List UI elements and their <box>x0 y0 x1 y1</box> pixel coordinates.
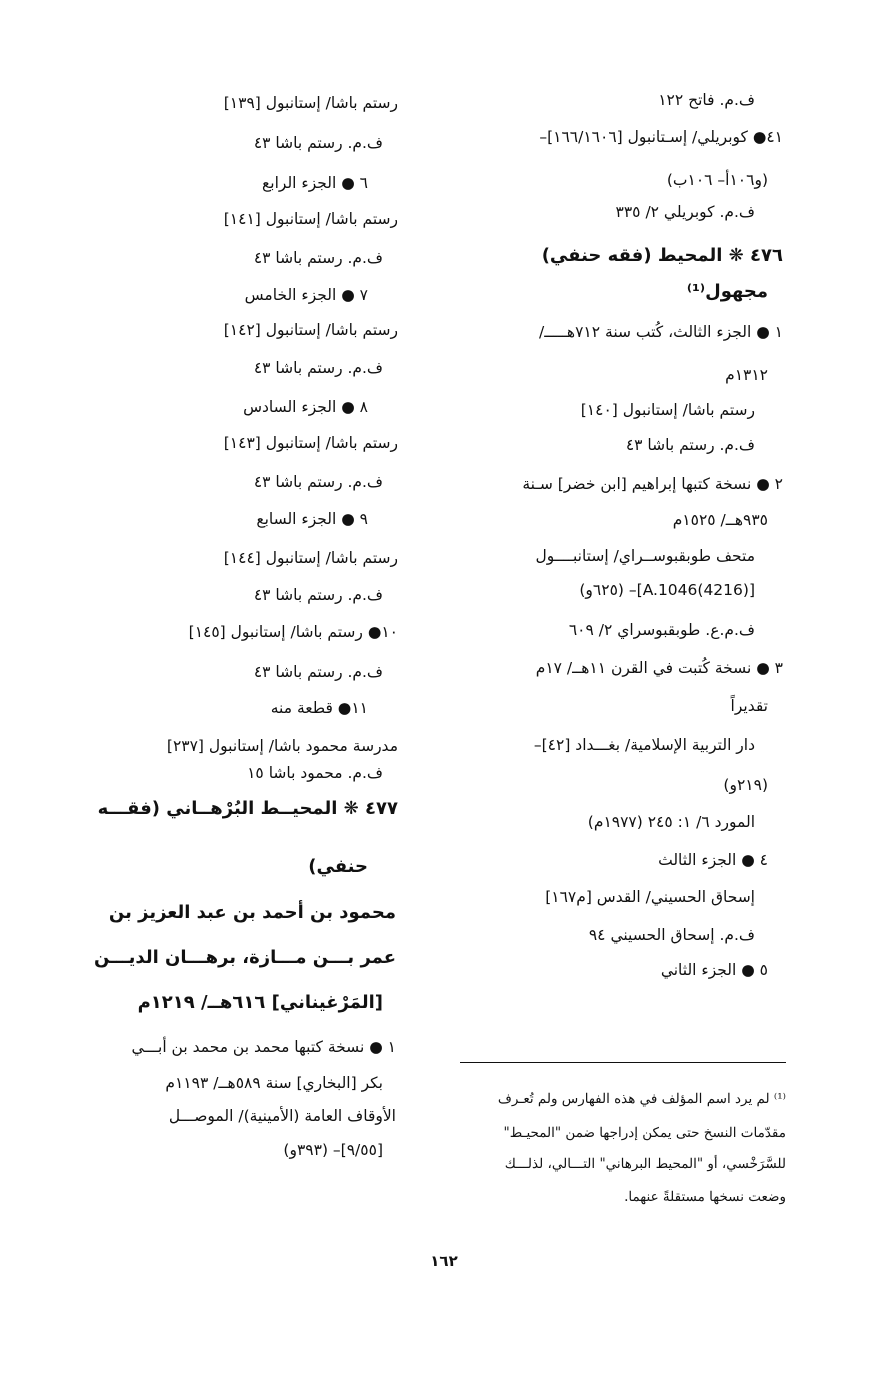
text-line: ١ ● نسخة كتبها محمد بن محمد بن أبـــي <box>131 1038 396 1056</box>
text-line: ١ ● الجزء الثالث، كُتب سنة ٧١٢هـــــ/ <box>538 323 783 341</box>
entry-heading-line: ٤٧٧ ❋ المحيــط البُرْهــاني (فقـــه <box>97 798 398 819</box>
text-line: ١٣١٢م <box>725 366 768 384</box>
text-line: ف.م. محمود باشا ١٥ <box>247 764 383 782</box>
text-line: ف.م. رستم باشا ٤٣ <box>253 134 383 152</box>
text-line: ف.م. فاتح ١٢٢ <box>658 91 755 109</box>
text-line: ٩ ● الجزء السابع <box>256 510 368 528</box>
text-line: ١٠● رستم باشا/ إستانبول [١٤٥] <box>188 623 398 641</box>
text-line: رستم باشا/ إستانبول [١٤٤] <box>223 549 398 567</box>
entry-heading-line: عمر بـــن مـــازة، برهـــان الديـــن <box>94 947 396 968</box>
text-line: ٢ ● نسخة كتبها إبراهيم [ابن خضر] سـنة <box>522 475 783 493</box>
text-line: مدرسة محمود باشا/ إستانبول [٢٣٧] <box>166 737 398 755</box>
text-line: ٦ ● الجزء الرابع <box>262 174 368 192</box>
text-line: ١١● قطعة منه <box>270 699 368 717</box>
text-line: [A.1046(4216)]– (٦٢٥و) <box>579 581 755 599</box>
text-line: ف.م. رستم باشا ٤٣ <box>625 436 755 454</box>
text-line: ف.م. كوبريلي ٢/ ٣٣٥ <box>615 203 755 221</box>
text-line: ٤ ● الجزء الثالث <box>658 851 768 869</box>
text-line: ٨ ● الجزء السادس <box>243 398 368 416</box>
entry-heading-line: مجهول⁽¹⁾ <box>686 281 768 302</box>
text-line: رستم باشا/ إستانبول [١٤٣] <box>223 434 398 452</box>
text-line: ف.م. رستم باشا ٤٣ <box>253 586 383 604</box>
text-line: الأوقاف العامة (الأمينية)/ الموصـــل <box>168 1107 396 1125</box>
text-line: دار التربية الإسلامية/ بغـــداد [٤٢]– <box>533 736 755 754</box>
text-line: ٧ ● الجزء الخامس <box>244 286 368 304</box>
footnote-line: وضعت نسخها مستقلةً عنهما. <box>624 1189 786 1205</box>
text-line: ف.م. رستم باشا ٤٣ <box>253 473 383 491</box>
text-line: ف.م. رستم باشا ٤٣ <box>253 249 383 267</box>
text-line: رستم باشا/ إستانبول [١٤١] <box>223 210 398 228</box>
entry-heading-line: [المَرْغيناني] ٦١٦هــ/ ١٢١٩م <box>137 992 383 1013</box>
text-line: رستم باشا/ إستانبول [١٤٠] <box>580 401 755 419</box>
text-line: ٤١● كوبريلي/ إسـتانبول [١٦٦/١٦٠٦]– <box>539 128 783 146</box>
text-line: متحف طوبقبوســراي/ إستانبــــول <box>535 547 755 565</box>
footnote-line: ⁽¹⁾ لم يرد اسم المؤلف في هذه الفهارس ولم… <box>497 1091 786 1107</box>
text-line: ف.م.ع. طوبقبوسراي ٢/ ٦٠٩ <box>568 621 755 639</box>
entry-heading-line: محمود بن أحمد بن عبد العزيز بن <box>108 902 396 923</box>
entry-heading-line: ٤٧٦ ❋ المحيط (فقه حنفي) <box>541 245 783 266</box>
text-line: رستم باشا/ إستانبول [١٣٩] <box>223 94 398 112</box>
text-line: تقديراً <box>730 697 768 715</box>
page-number: ١٦٢ <box>430 1252 458 1270</box>
text-line: ٩٣٥هــ/ ١٥٢٥م <box>672 511 768 529</box>
text-line: (و١٠٦أ– ١٠٦ب) <box>666 171 768 189</box>
text-line: ٥ ● الجزء الثاني <box>660 961 768 979</box>
text-line: (٢١٩و) <box>723 776 768 794</box>
text-line: إسحاق الحسيني/ القدس [م١٦٧] <box>545 888 755 906</box>
text-line: ٣ ● نسخة كُتبت في القرن ١١هــ/ ١٧م <box>535 659 783 677</box>
text-line: ف.م. رستم باشا ٤٣ <box>253 359 383 377</box>
text-line: [٩/٥٥]– (٣٩٣و) <box>283 1141 383 1159</box>
entry-heading-line: حنفي) <box>308 856 368 877</box>
footnote-divider <box>460 1062 786 1063</box>
text-line: رستم باشا/ إستانبول [١٤٢] <box>223 321 398 339</box>
footnote-line: مقدّمات النسخ حتى يمكن إدراجها ضمن "المح… <box>503 1125 786 1141</box>
text-line: ف.م. رستم باشا ٤٣ <box>253 663 383 681</box>
footnote-line: للسَّرَخْسي، أو "المحيط البرهاني" التـــ… <box>504 1156 786 1172</box>
text-line: بكر [البخاري] سنة ٥٨٩هــ/ ١١٩٣م <box>165 1074 383 1092</box>
text-line: ف.م. إسحاق الحسيني ٩٤ <box>588 926 755 944</box>
text-line: المورد ٦/ ١: ٢٤٥ (١٩٧٧م) <box>587 813 755 831</box>
